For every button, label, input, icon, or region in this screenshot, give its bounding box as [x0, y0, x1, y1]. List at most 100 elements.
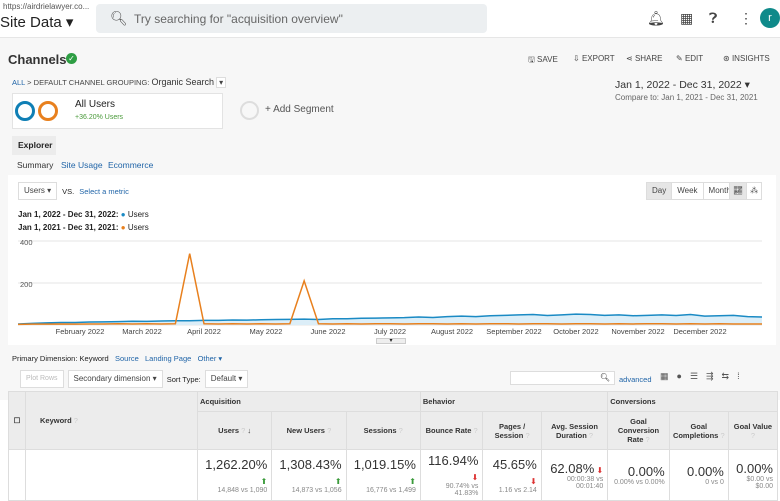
segment-all-users[interactable]: All Users +36.20% Users — [12, 93, 223, 129]
sort-arrow-icon: ↓ — [247, 426, 252, 435]
col-header[interactable]: Goal Value ? — [727, 411, 779, 450]
cell-compare: 14,873 vs 1,056 — [291, 486, 342, 494]
primary-dimension-label: Primary Dimension: — [12, 354, 78, 363]
export-label: EXPORT — [581, 54, 615, 63]
col-header-label: Sessions — [363, 426, 397, 435]
insights-button[interactable]: ⊛ INSIGHTS — [723, 54, 770, 63]
subtab-summary[interactable]: Summary — [17, 160, 54, 170]
up-arrow-icon: ⬆ — [260, 476, 268, 486]
share-button[interactable]: ⋖ SHARE — [626, 54, 663, 63]
property-name: Site Data — [0, 14, 62, 31]
legend-label: Users — [127, 210, 149, 219]
x-tick-label: June 2022 — [310, 327, 345, 336]
metric-dropdown[interactable]: Users ▾ — [18, 182, 58, 200]
search-input[interactable]: 🔍︎ Try searching for "acquisition overvie… — [96, 4, 487, 33]
dim-landing-page[interactable]: Landing Page — [145, 354, 192, 363]
more-vert-icon[interactable]: ⋮ — [739, 10, 753, 26]
save-button[interactable]: 🖫 SAVE — [528, 55, 558, 64]
down-arrow-icon: ⬇ — [471, 473, 479, 482]
x-tick-label: September 2022 — [486, 327, 541, 336]
col-header[interactable]: Goal Completions ? — [668, 411, 729, 450]
col-header-label: Bounce Rate — [425, 426, 472, 435]
edit-button[interactable]: ✎ EDIT — [676, 54, 704, 63]
col-header[interactable]: Goal Conversion Rate ? — [607, 411, 670, 450]
secondary-dimension-dropdown[interactable]: Secondary dimension ▾ — [67, 370, 163, 388]
col-header[interactable]: Sessions ? — [345, 411, 421, 450]
cell-compare: 16,776 vs 1,499 — [366, 486, 416, 494]
view-toggle-icons[interactable]: ▦●☰⇶⇆⁞ — [660, 371, 748, 381]
help-icon[interactable]: ❓︎ — [709, 10, 718, 26]
cell-value: 62.08% — [550, 460, 595, 476]
advanced-link[interactable]: advanced — [619, 375, 652, 384]
subtab-ecommerce[interactable]: Ecommerce — [108, 160, 154, 170]
sort-type-dropdown[interactable]: Default ▾ — [204, 370, 249, 388]
col-header[interactable]: Avg. Session Duration ? — [540, 411, 609, 450]
table-controls: Plot Rows Secondary dimension ▾ Sort Typ… — [20, 370, 249, 388]
plot-rows-button[interactable]: Plot Rows — [20, 370, 64, 388]
y-tick-label: 400 — [20, 238, 33, 247]
line-chart-icon[interactable]: 📈︎ — [729, 182, 748, 200]
breadcrumb-dropdown[interactable]: ▾ — [216, 77, 227, 88]
motion-chart-icon[interactable]: ⁂ — [747, 182, 763, 200]
subtab-site-usage[interactable]: Site Usage — [61, 160, 103, 170]
avatar[interactable]: r — [760, 8, 780, 28]
segment-delta: +36.20% Users — [75, 114, 124, 121]
down-arrow-icon: ⬇ — [594, 465, 604, 475]
date-range-picker[interactable]: Jan 1, 2022 - Dec 31, 2022 ▾ — [615, 79, 750, 91]
select-all-checkbox[interactable]: ☐ — [8, 391, 26, 450]
vs-label: VS. — [62, 186, 75, 196]
group-behavior: Behavior — [419, 391, 609, 412]
x-tick-label: March 2022 — [122, 327, 162, 336]
chart-resize-handle[interactable]: ▾ — [376, 338, 406, 344]
export-button[interactable]: ⇩ EXPORT — [573, 54, 615, 63]
col-header[interactable]: Bounce Rate ? — [419, 411, 484, 450]
col-header[interactable]: Users ? ↓ — [196, 411, 273, 450]
group-conversions: Conversions — [607, 391, 778, 412]
add-segment-button[interactable]: + Add Segment — [265, 104, 334, 115]
cell-value: 1,262.20% — [205, 456, 268, 472]
dim-source[interactable]: Source — [114, 354, 139, 363]
table-cell: 1,308.43% ⬆ 14,873 vs 1,056 — [271, 449, 347, 501]
property-selector[interactable]: Site Data ▾ — [0, 14, 73, 31]
bell-icon[interactable]: 🔔︎ — [647, 10, 665, 26]
dim-keyword[interactable]: Keyword — [79, 354, 109, 363]
caret-down-icon: ▾ — [65, 14, 74, 31]
dim-other[interactable]: Other — [197, 354, 217, 363]
insights-label: INSIGHTS — [731, 54, 770, 63]
breadcrumb-all[interactable]: ALL — [12, 78, 26, 87]
table-cell: 0.00% $0.00 vs $0.00 — [727, 449, 779, 501]
apps-grid-icon[interactable]: ▦ — [680, 10, 694, 26]
table-cell: 45.65% ⬇ 1.16 vs 2.14 — [482, 449, 542, 501]
segment-name: All Users — [75, 99, 116, 110]
breadcrumb-sep: > — [27, 78, 32, 87]
cell-value: 45.65% — [492, 456, 537, 472]
select-metric-link[interactable]: Select a metric — [79, 186, 129, 196]
col-header-label: New Users — [286, 426, 325, 435]
cell-compare: 1.16 vs 2.14 — [498, 486, 537, 494]
cell-value: 1,308.43% — [279, 456, 342, 472]
table-filter-input[interactable]: 🔍︎ — [510, 371, 615, 385]
add-segment-circle-icon — [240, 101, 259, 120]
col-header[interactable]: Pages / Session ? — [482, 411, 542, 450]
search-icon: 🔍︎ — [599, 373, 610, 382]
x-tick-label: November 2022 — [611, 327, 664, 336]
cell-value: 0.00% — [687, 464, 724, 479]
users-line-chart: February 2022 March 2022 April 2022 May 202… — [17, 238, 763, 336]
search-icon: 🔍︎ — [110, 10, 128, 26]
series-line-1 — [17, 253, 762, 326]
x-tick-label: October 2022 — [553, 327, 598, 336]
col-keyword[interactable]: Keyword ? — [25, 391, 198, 450]
date-range: Jan 1, 2022 - Dec 31, 2022 — [615, 79, 742, 91]
secondary-label: Secondary dimension — [73, 374, 151, 383]
period-week[interactable]: Week — [672, 182, 704, 200]
sort-type-label: Sort Type: — [166, 374, 201, 384]
share-label: SHARE — [634, 54, 663, 63]
legend-label: Users — [127, 223, 149, 232]
col-header[interactable]: New Users ? — [271, 411, 347, 450]
group-acquisition: Acquisition — [197, 391, 421, 412]
period-day[interactable]: Day — [646, 182, 673, 200]
save-label: SAVE — [537, 55, 558, 64]
cell-compare: 14,848 vs 1,090 — [217, 486, 268, 494]
tab-explorer[interactable]: Explorer — [12, 136, 56, 155]
table-cell: 62.08% ⬇ 00:00:38 vs 00:01:40 — [540, 449, 609, 501]
